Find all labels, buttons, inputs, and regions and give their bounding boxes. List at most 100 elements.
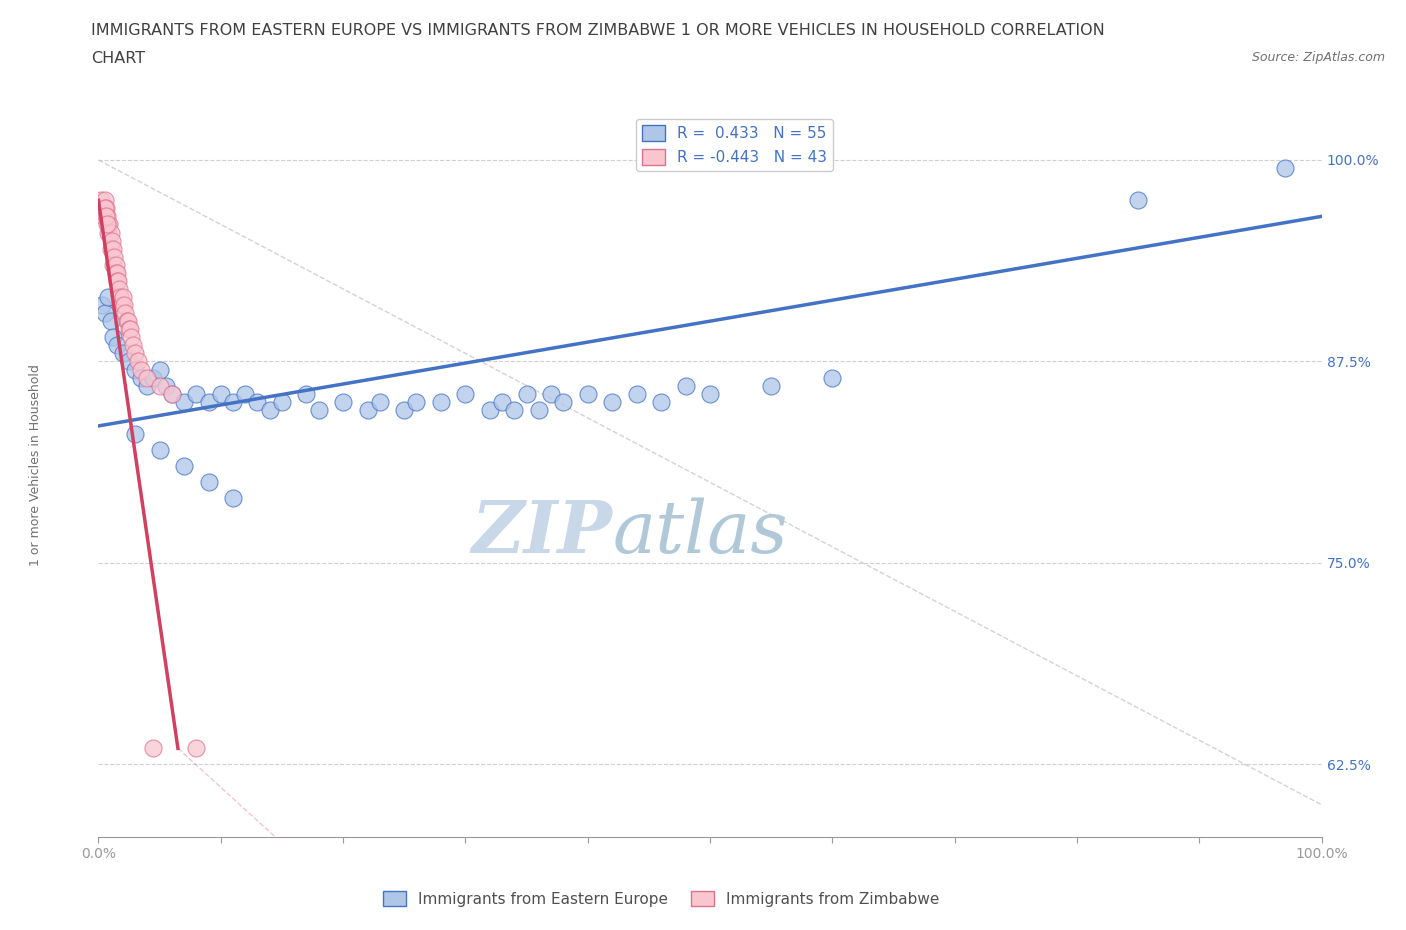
Point xyxy=(540,386,562,401)
Point xyxy=(111,298,134,312)
Point xyxy=(600,394,623,409)
Text: IMMIGRANTS FROM EASTERN EUROPE VS IMMIGRANTS FROM ZIMBABWE 1 OR MORE VEHICLES IN: IMMIGRANTS FROM EASTERN EUROPE VS IMMIGR… xyxy=(91,23,1105,38)
Point xyxy=(129,362,152,377)
Point xyxy=(186,741,208,756)
Point xyxy=(491,394,513,409)
Point xyxy=(149,443,172,458)
Point xyxy=(110,289,132,304)
Text: Source: ZipAtlas.com: Source: ZipAtlas.com xyxy=(1251,51,1385,64)
Point xyxy=(91,201,114,216)
Point xyxy=(233,386,256,401)
Point xyxy=(246,394,269,409)
Point xyxy=(105,338,128,352)
Point xyxy=(120,322,142,337)
Point xyxy=(527,403,550,418)
Point xyxy=(101,233,124,248)
Point xyxy=(149,379,172,393)
Point xyxy=(127,354,149,369)
Point xyxy=(100,241,122,256)
Point xyxy=(295,386,318,401)
Point xyxy=(173,394,195,409)
Point xyxy=(96,217,118,232)
Point xyxy=(1274,161,1296,176)
Point xyxy=(105,265,128,280)
Point xyxy=(136,379,159,393)
Point xyxy=(118,322,141,337)
Point xyxy=(104,258,127,272)
Text: atlas: atlas xyxy=(612,497,787,567)
Point xyxy=(405,394,427,409)
Point xyxy=(120,330,142,345)
Text: 1 or more Vehicles in Household: 1 or more Vehicles in Household xyxy=(28,364,42,566)
Text: ZIP: ZIP xyxy=(471,497,612,568)
Point xyxy=(675,379,697,393)
Point xyxy=(478,403,501,418)
Point xyxy=(270,394,294,409)
Point xyxy=(650,394,672,409)
Point xyxy=(368,394,391,409)
Point xyxy=(136,370,159,385)
Point xyxy=(160,386,183,401)
Point xyxy=(121,338,143,352)
Point xyxy=(90,193,112,207)
Point xyxy=(94,201,117,216)
Point xyxy=(97,289,120,304)
Point xyxy=(503,403,526,418)
Point xyxy=(430,394,453,409)
Point xyxy=(91,209,114,224)
Point xyxy=(104,265,127,280)
Point xyxy=(112,298,135,312)
Point xyxy=(356,403,378,418)
Point xyxy=(553,394,575,409)
Point xyxy=(155,379,177,393)
Point xyxy=(576,386,599,401)
Point xyxy=(259,403,281,418)
Point xyxy=(114,306,136,321)
Point xyxy=(103,249,125,264)
Point xyxy=(142,370,165,385)
Point xyxy=(209,386,232,401)
Point xyxy=(111,346,134,361)
Point xyxy=(197,394,219,409)
Point xyxy=(129,370,152,385)
Point xyxy=(699,386,721,401)
Point xyxy=(186,386,208,401)
Point xyxy=(124,427,146,442)
Point xyxy=(117,313,139,328)
Point xyxy=(142,741,165,756)
Point xyxy=(118,354,141,369)
Point xyxy=(107,273,129,288)
Point xyxy=(454,386,477,401)
Point xyxy=(96,209,118,224)
Point xyxy=(761,379,783,393)
Point xyxy=(105,273,128,288)
Point xyxy=(101,330,124,345)
Point xyxy=(111,289,134,304)
Point xyxy=(222,491,245,506)
Point xyxy=(108,282,131,297)
Point xyxy=(93,306,115,321)
Point xyxy=(392,403,416,418)
Point xyxy=(124,362,146,377)
Legend: Immigrants from Eastern Europe, Immigrants from Zimbabwe: Immigrants from Eastern Europe, Immigran… xyxy=(377,884,945,912)
Point xyxy=(100,225,122,240)
Point xyxy=(1128,193,1150,207)
Point xyxy=(124,346,146,361)
Point xyxy=(97,225,120,240)
Point xyxy=(332,394,354,409)
Point xyxy=(173,458,195,473)
Point xyxy=(149,362,172,377)
Point xyxy=(93,193,115,207)
Point xyxy=(94,209,117,224)
Point xyxy=(821,370,844,385)
Point xyxy=(101,258,124,272)
Point xyxy=(222,394,245,409)
Point xyxy=(516,386,538,401)
Point xyxy=(93,201,115,216)
Point xyxy=(160,386,183,401)
Point xyxy=(98,217,121,232)
Point xyxy=(97,217,120,232)
Point xyxy=(197,475,219,490)
Point xyxy=(91,298,114,312)
Point xyxy=(100,313,122,328)
